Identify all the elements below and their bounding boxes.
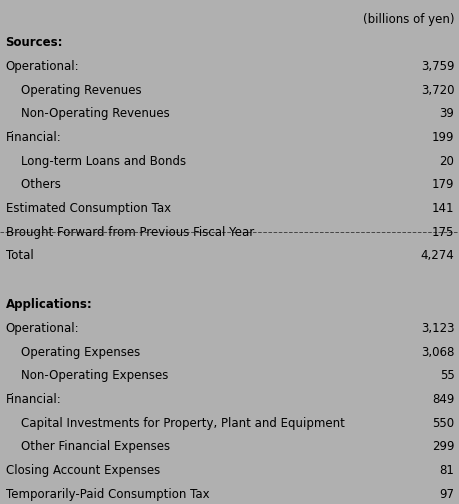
Text: Financial:: Financial:: [6, 131, 61, 144]
Text: 39: 39: [439, 107, 453, 120]
Text: Non-Operating Expenses: Non-Operating Expenses: [6, 369, 168, 383]
Text: Others: Others: [6, 178, 60, 192]
Text: 3,123: 3,123: [420, 322, 453, 335]
Text: 4,274: 4,274: [420, 249, 453, 263]
Text: Operating Revenues: Operating Revenues: [6, 84, 141, 97]
Text: Sources:: Sources:: [6, 36, 63, 49]
Text: 175: 175: [431, 226, 453, 239]
Text: Brought Forward from Previous Fiscal Year: Brought Forward from Previous Fiscal Yea…: [6, 226, 253, 239]
Text: 20: 20: [439, 155, 453, 168]
Text: 141: 141: [431, 202, 453, 215]
Text: Temporarily-Paid Consumption Tax: Temporarily-Paid Consumption Tax: [6, 488, 209, 501]
Text: 97: 97: [438, 488, 453, 501]
Text: Closing Account Expenses: Closing Account Expenses: [6, 464, 159, 477]
Text: 3,068: 3,068: [420, 346, 453, 359]
Text: 299: 299: [431, 440, 453, 454]
Text: Total: Total: [6, 249, 33, 263]
Text: Estimated Consumption Tax: Estimated Consumption Tax: [6, 202, 170, 215]
Text: Long-term Loans and Bonds: Long-term Loans and Bonds: [6, 155, 185, 168]
Text: 3,720: 3,720: [420, 84, 453, 97]
Text: 550: 550: [431, 417, 453, 430]
Text: 3,759: 3,759: [420, 60, 453, 73]
Text: Operating Expenses: Operating Expenses: [6, 346, 140, 359]
Text: Non-Operating Revenues: Non-Operating Revenues: [6, 107, 169, 120]
Text: Operational:: Operational:: [6, 60, 79, 73]
Text: 199: 199: [431, 131, 453, 144]
Text: 179: 179: [431, 178, 453, 192]
Text: 81: 81: [439, 464, 453, 477]
Text: Capital Investments for Property, Plant and Equipment: Capital Investments for Property, Plant …: [6, 417, 344, 430]
Text: 849: 849: [431, 393, 453, 406]
Text: (billions of yen): (billions of yen): [362, 13, 453, 26]
Text: Other Financial Expenses: Other Financial Expenses: [6, 440, 169, 454]
Text: 55: 55: [439, 369, 453, 383]
Text: Financial:: Financial:: [6, 393, 61, 406]
Text: Operational:: Operational:: [6, 322, 79, 335]
Text: Applications:: Applications:: [6, 298, 92, 311]
